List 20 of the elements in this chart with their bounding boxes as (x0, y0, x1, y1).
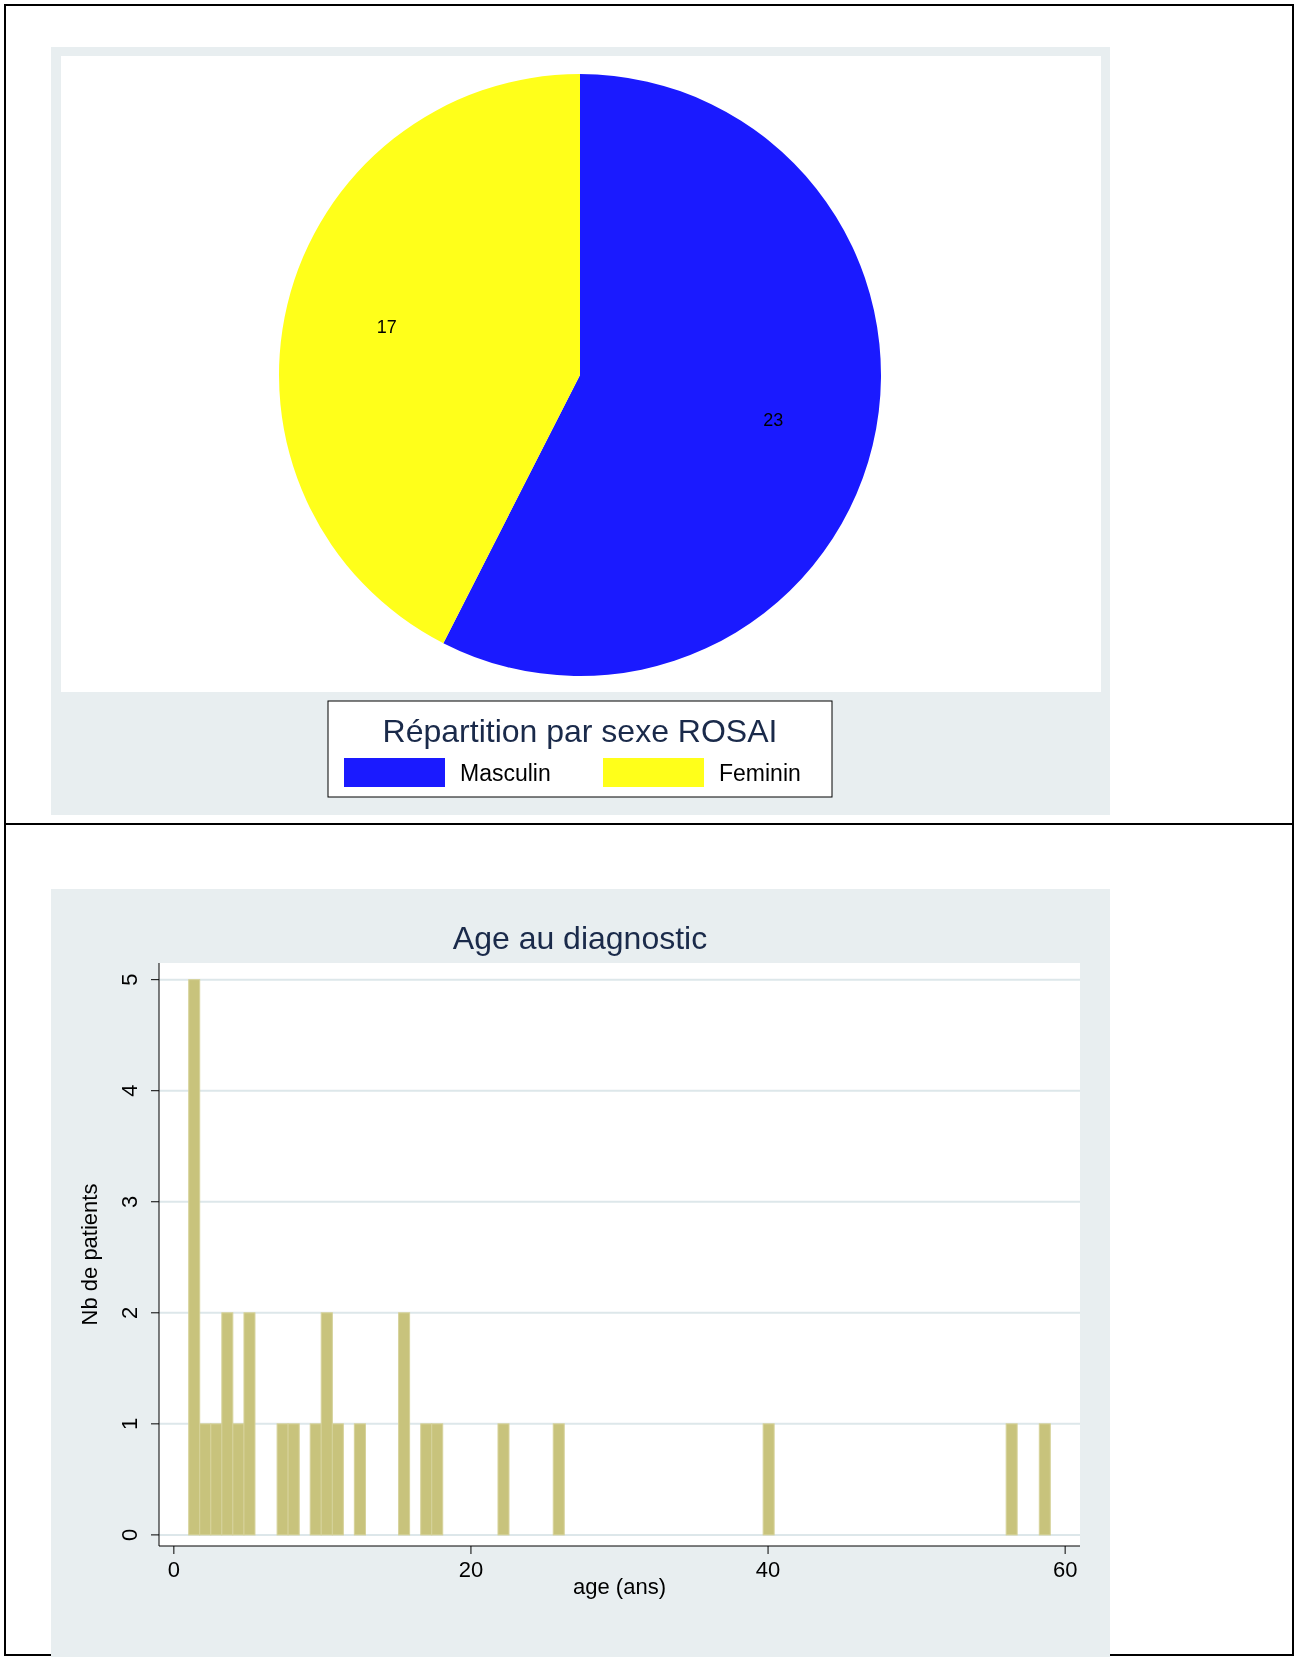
x-tick-label: 60 (1052, 1557, 1078, 1582)
x-tick-label: 0 (167, 1557, 180, 1582)
legend-label: Masculin (460, 760, 551, 786)
y-tick-label: 0 (117, 1528, 142, 1542)
data-label: 23 (763, 410, 784, 431)
legend-label: Feminin (719, 760, 801, 786)
y-tick-label: 2 (117, 1306, 142, 1319)
x-tick-label: 40 (755, 1557, 781, 1582)
pie-slice (279, 74, 580, 644)
pie-slice (443, 74, 881, 676)
chart-title: Age au diagnostic (452, 920, 708, 956)
y-tick-label: 1 (117, 1417, 142, 1430)
y-tick-label: 3 (117, 1195, 142, 1208)
x-axis-title: age (ans) (573, 1574, 666, 1599)
y-tick-label: 4 (117, 1084, 142, 1097)
data-label: 17 (376, 317, 397, 338)
y-axis-title: Nb de patients (77, 1183, 102, 1326)
y-tick-label: 5 (117, 973, 142, 986)
x-tick-label: 20 (458, 1557, 484, 1582)
legend-title: Répartition par sexe ROSAI (382, 713, 778, 749)
